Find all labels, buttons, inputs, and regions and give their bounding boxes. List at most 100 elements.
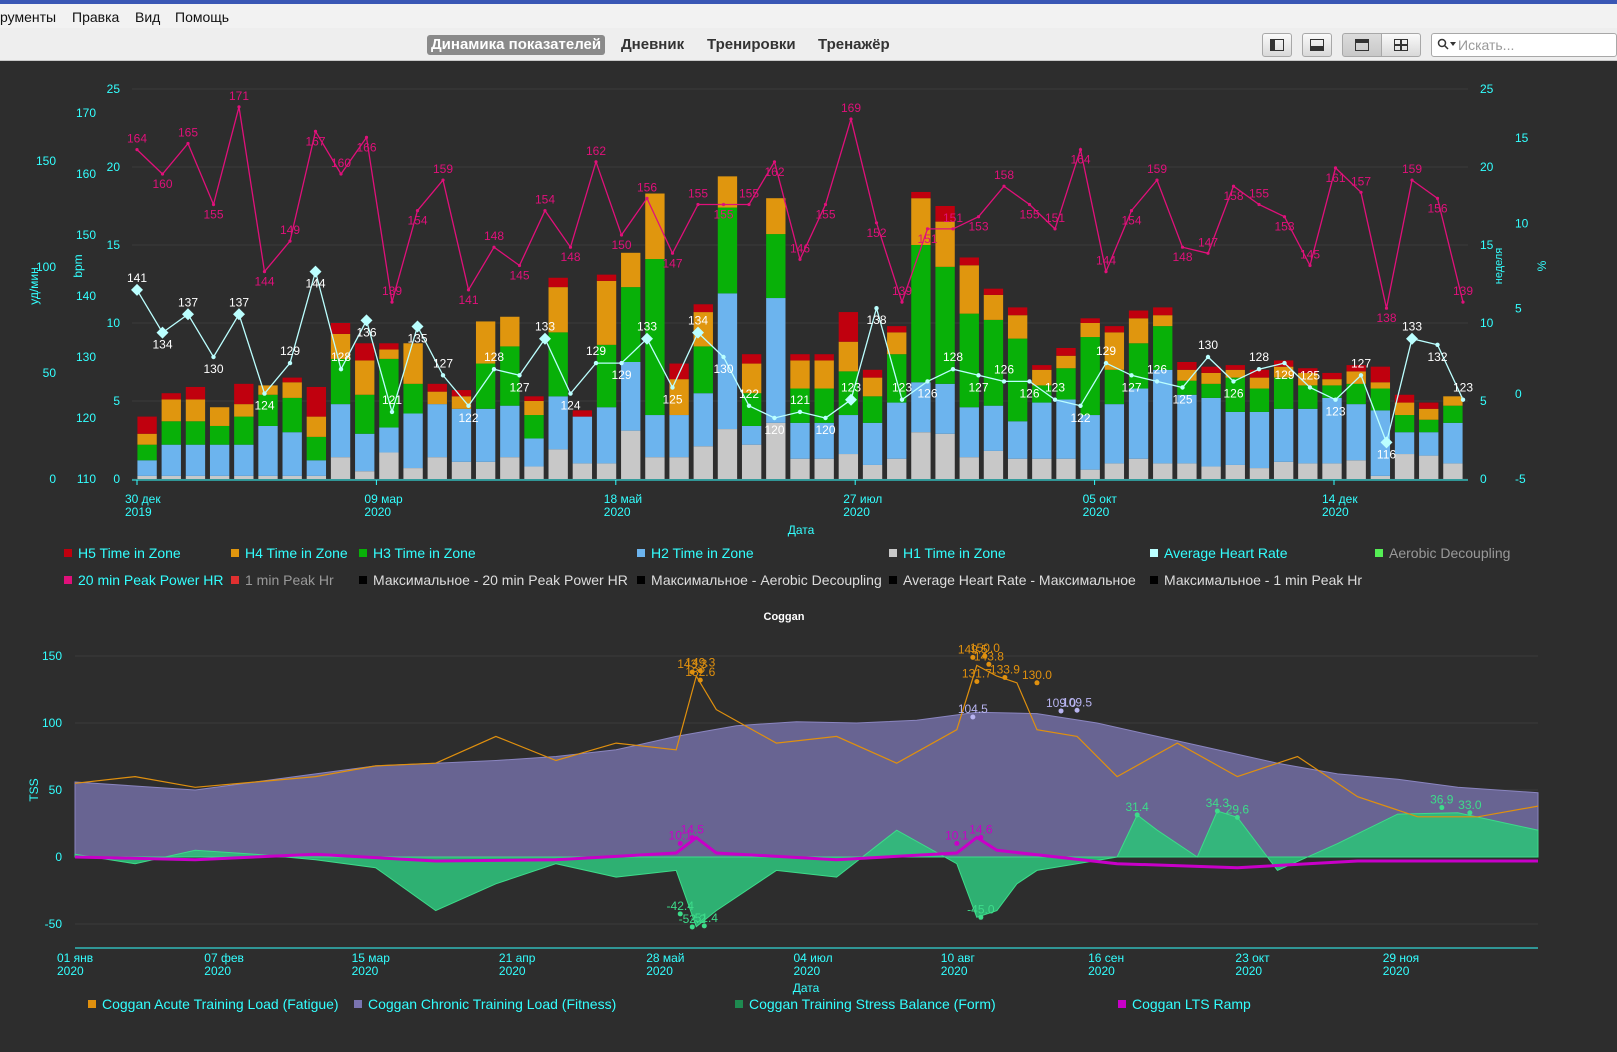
tab-trainer[interactable]: Тренажёр — [818, 36, 890, 53]
bar-segment-h4 — [1056, 355, 1076, 369]
bar-segment-h3 — [234, 416, 254, 445]
bar-segment-h4 — [621, 252, 641, 288]
bar-segment-h2 — [1322, 397, 1342, 464]
legend-item[interactable]: Coggan Training Stress Balance (Form) — [735, 996, 996, 1012]
bar-segment-h1 — [1419, 455, 1439, 479]
annotation-point — [689, 924, 695, 930]
legend-item[interactable]: H5 Time in Zone — [64, 545, 181, 561]
annotation-label: 10.1 — [945, 828, 969, 842]
legend-item[interactable]: Coggan Acute Training Load (Fatigue) — [88, 996, 339, 1012]
layout-tabs-button[interactable] — [1342, 33, 1382, 57]
menu-edit[interactable]: Правка — [72, 9, 120, 25]
avg_hr-label: 121 — [382, 393, 402, 407]
x-tick-label: 07 фев — [204, 951, 244, 965]
bar-segment-h4 — [1007, 315, 1028, 339]
bar-segment-h4 — [1032, 369, 1052, 386]
bar-segment-h3 — [1394, 415, 1415, 433]
bar-segment-h4 — [524, 401, 544, 416]
legend-item[interactable]: Coggan LTS Ramp — [1118, 996, 1251, 1012]
bar-segment-h3 — [911, 245, 931, 383]
legend-swatch — [889, 549, 897, 557]
annotation-label: 34.3 — [1206, 796, 1230, 810]
bar-segment-h4 — [645, 193, 665, 260]
legend-item[interactable]: H3 Time in Zone — [359, 545, 476, 561]
search-input[interactable] — [1458, 36, 1608, 54]
legend-item[interactable]: Максимальное - 1 min Peak Hr — [1150, 572, 1362, 588]
bar-segment-h3 — [1322, 385, 1342, 398]
peak20_hr-label: 162 — [586, 144, 606, 158]
tab-trends[interactable]: Динамика показателей — [427, 35, 606, 55]
avg_hr-point — [721, 354, 726, 360]
legend-item[interactable]: 20 min Peak Power HR — [64, 572, 224, 588]
avg_hr-label: 123 — [1453, 381, 1473, 395]
bar-segment-h2 — [1443, 422, 1463, 464]
legend-item[interactable]: Aerobic Decoupling — [1375, 545, 1510, 561]
bar-segment-h5 — [693, 304, 713, 313]
avg_hr-label: 128 — [1249, 350, 1269, 364]
layout-tiles-button[interactable] — [1381, 33, 1421, 57]
bar-segment-h1 — [306, 475, 327, 479]
bar-segment-h1 — [741, 444, 762, 479]
bar-segment-h2 — [379, 427, 399, 453]
x-tick-label: 2020 — [57, 964, 84, 978]
peak20_hr-label: 146 — [790, 241, 810, 255]
bar-segment-h5 — [1394, 394, 1415, 403]
bar-segment-h3 — [1007, 338, 1028, 422]
y-tick-label: 0 — [1480, 472, 1487, 486]
peak20_hr-label: 144 — [1096, 254, 1116, 268]
legend-item[interactable]: H1 Time in Zone — [889, 545, 1006, 561]
tab-diary[interactable]: Дневник — [621, 36, 685, 53]
peak20_hr-label: 139 — [892, 284, 912, 298]
menu-tools[interactable]: рументы — [0, 9, 57, 25]
bar-segment-h2 — [451, 408, 472, 462]
ramp-line — [74, 835, 1538, 870]
avg_hr-point — [1129, 373, 1134, 378]
bar-segment-h4 — [185, 399, 206, 422]
annotation-point — [689, 835, 695, 841]
bar-segment-h1 — [766, 422, 786, 479]
bar-segment-h1 — [379, 452, 399, 479]
y-tick-label: 15 — [1515, 131, 1529, 145]
bar-segment-h3 — [403, 383, 423, 414]
y-axis-title: % — [1535, 260, 1549, 271]
avg_hr-label: 129 — [586, 344, 606, 358]
legend-item[interactable]: Coggan Chronic Training Load (Fitness) — [354, 996, 616, 1012]
bar-segment-h3 — [330, 358, 351, 405]
x-tick-label: 14 дек — [1322, 492, 1358, 506]
search-icon[interactable] — [1437, 38, 1457, 52]
bar-segment-h3 — [258, 394, 278, 426]
bar-segment-h1 — [1443, 463, 1463, 479]
avg_hr-diamond — [233, 308, 245, 321]
y-tick-label: 120 — [76, 411, 96, 425]
x-axis-title: Дата — [788, 523, 815, 537]
legend-item[interactable]: 1 min Peak Hr — [231, 572, 334, 588]
avg_hr-point — [1078, 403, 1083, 408]
tab-activities[interactable]: Тренировки — [707, 36, 796, 53]
annotation-point — [982, 653, 988, 659]
y-tick-label: 100 — [42, 716, 62, 730]
bar-segment-h3 — [693, 346, 713, 394]
x-tick-label: 2020 — [1383, 964, 1410, 978]
peak20_hr-label: 148 — [484, 229, 504, 243]
avg_hr-label: 120 — [764, 423, 784, 437]
menu-help[interactable]: Помощь — [175, 9, 230, 25]
peak20_hr-point — [594, 160, 598, 164]
x-tick-label: 2020 — [1235, 964, 1262, 978]
avg_hr-label: 122 — [739, 387, 759, 401]
x-tick-label: 2020 — [364, 505, 391, 519]
y-tick-label: 25 — [1480, 82, 1494, 96]
legend-item[interactable]: Average Heart Rate — [1150, 545, 1287, 561]
avg_hr-label: 130 — [203, 362, 223, 376]
bar-segment-h1 — [282, 475, 302, 479]
menu-view[interactable]: Вид — [135, 9, 161, 25]
legend-item[interactable]: H4 Time in Zone — [231, 545, 348, 561]
y-tick-label: 160 — [76, 167, 96, 181]
legend-item[interactable]: Average Heart Rate - Максимальное — [889, 572, 1136, 588]
avg_hr-point — [466, 403, 471, 408]
toggle-bottom-panel-button[interactable] — [1302, 33, 1332, 57]
toggle-sidebar-button[interactable] — [1262, 33, 1292, 57]
legend-item[interactable]: Максимальное - Aerobic Decoupling — [637, 572, 882, 588]
legend-item[interactable]: H2 Time in Zone — [637, 545, 754, 561]
bar-segment-h2 — [621, 362, 641, 431]
legend-item[interactable]: Максимальное - 20 min Peak Power HR — [359, 572, 628, 588]
